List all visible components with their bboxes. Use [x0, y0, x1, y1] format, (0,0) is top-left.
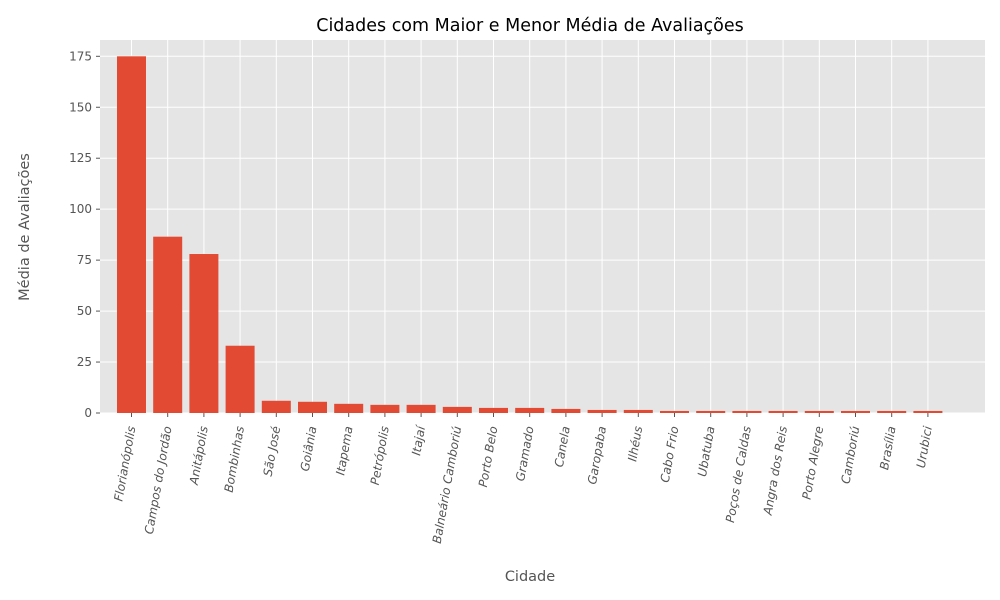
bar [732, 410, 762, 413]
y-tick-label: 100 [69, 202, 92, 216]
bar [515, 407, 545, 413]
bar [261, 400, 291, 413]
x-tick-label: Balneário Camboriú [430, 425, 465, 545]
bar [660, 410, 689, 413]
bar [153, 236, 183, 413]
bar [551, 408, 581, 413]
bar [370, 404, 400, 413]
y-tick-label: 125 [69, 151, 92, 165]
x-tick-label: Petrópolis [368, 425, 392, 486]
bar [479, 407, 508, 413]
bar [587, 409, 617, 413]
bar [696, 410, 726, 413]
x-tick-label: Camboriú [839, 425, 863, 485]
y-tick-label: 175 [69, 49, 92, 63]
bar [225, 345, 255, 413]
x-tick-label: Campos do Jordão [142, 425, 175, 535]
y-tick-label: 50 [77, 304, 92, 318]
bar [442, 406, 472, 413]
bar [768, 410, 798, 413]
x-tick-label: Gramado [513, 425, 536, 482]
x-tick-label: São José [261, 425, 284, 477]
x-axis-ticks: Florianópolis Campos do Jordão Anitápolis B… [111, 413, 935, 545]
x-tick-label: Urubici [914, 424, 935, 469]
bar [804, 410, 834, 413]
bar [298, 401, 327, 413]
x-tick-label: Itapema [333, 425, 355, 476]
bars [117, 56, 943, 414]
x-tick-label: Porto Alegre [800, 425, 827, 501]
x-tick-label: Garopaba [585, 425, 609, 485]
y-tick-label: 25 [77, 355, 92, 369]
y-tick-label: 0 [84, 406, 92, 420]
x-tick-label: Porto Belo [476, 425, 500, 488]
x-tick-label: Goiânia [298, 425, 320, 472]
bar [913, 410, 943, 413]
x-tick-label: Angra dos Reis [760, 425, 790, 517]
bar [877, 410, 907, 413]
bar [406, 404, 436, 413]
x-tick-label: Ubatuba [695, 425, 718, 478]
y-axis-ticks: 0 25 50 75 100 125 150 175 [69, 49, 100, 420]
bar [841, 410, 870, 413]
chart-title: Cidades com Maior e Menor Média de Avali… [316, 16, 744, 36]
x-tick-label: Itajaí [409, 423, 428, 456]
x-tick-label: Ilhéus [625, 425, 645, 463]
bar [117, 56, 146, 414]
x-tick-label: Poços de Caldas [723, 425, 754, 524]
x-tick-label: Brasília [877, 425, 898, 471]
x-tick-label: Canela [552, 425, 573, 468]
y-tick-label: 75 [77, 253, 92, 267]
y-tick-label: 150 [69, 100, 92, 114]
x-tick-label: Florianópolis [111, 425, 138, 502]
bar [189, 254, 219, 413]
x-tick-label: Bombinhas [222, 425, 247, 493]
bar [623, 409, 653, 413]
x-tick-label: Cabo Frio [658, 425, 682, 484]
bar [334, 403, 364, 413]
x-axis-title: Cidade [505, 569, 555, 585]
y-axis-title: Média de Avaliações [17, 153, 33, 301]
x-tick-label: Anitápolis [187, 425, 211, 487]
